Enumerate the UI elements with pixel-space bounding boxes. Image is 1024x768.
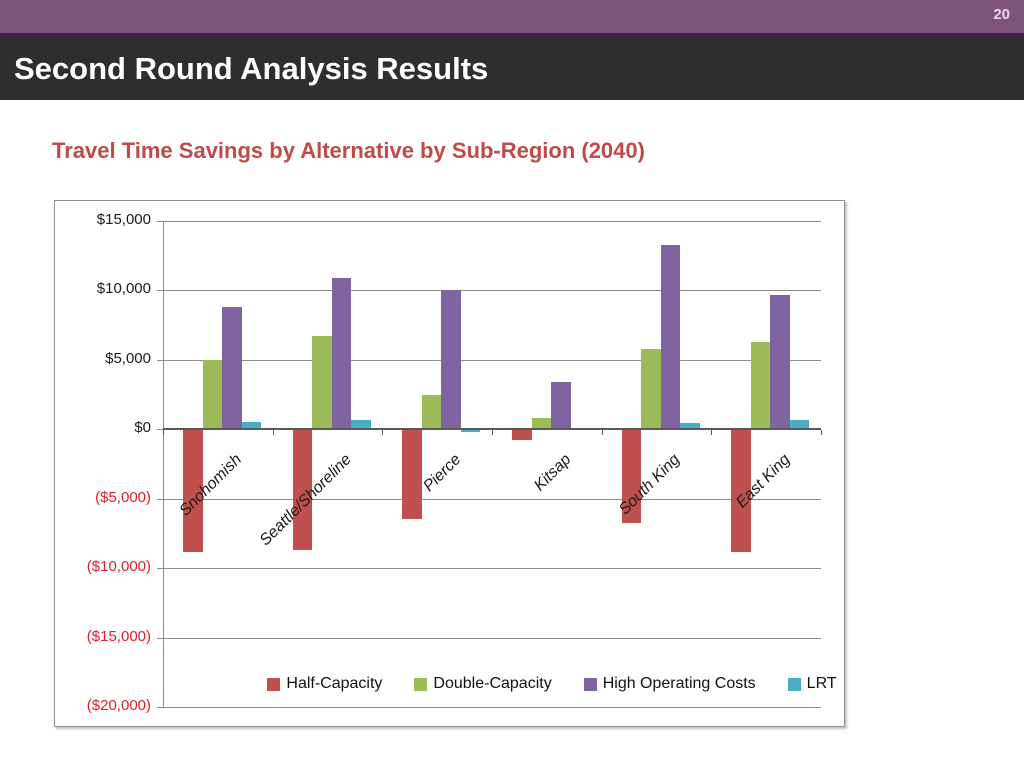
legend-label-half-capacity: Half-Capacity [286, 675, 383, 692]
legend-marker-high-operating-costs [583, 677, 597, 691]
zero-axis-line [163, 428, 821, 431]
category-axis-tick [821, 430, 822, 436]
y-axis-label-0: $0 [134, 419, 151, 437]
slide-title: Second Round Analysis Results [14, 50, 489, 86]
bar-double-capacity-seattle-shoreline [312, 336, 332, 430]
page-number: 20 [993, 6, 1010, 23]
legend-item-high-operating-costs: High Operating Costs [583, 675, 756, 693]
bar-lrt-snohomish [241, 422, 261, 430]
legend-label-high-operating-costs: High Operating Costs [602, 675, 756, 692]
bar-half-capacity-east-king [731, 430, 751, 553]
bar-high-operating-costs-kitsap [551, 382, 571, 430]
bar-half-capacity-south-king [621, 430, 642, 524]
bar-high-operating-costs-east-king [770, 294, 790, 430]
y-axis-label--10000: ($10,000) [86, 558, 151, 576]
bar-high-operating-costs-south-king [660, 244, 681, 430]
value-axis-line [163, 221, 164, 707]
category-axis-tick [272, 430, 274, 436]
category-axis-tick [711, 430, 713, 436]
y-axis-tick-0 [157, 429, 163, 431]
bar-half-capacity-kitsap [512, 430, 532, 440]
bar-half-capacity-pierce [402, 430, 422, 520]
top-accent-divider [0, 33, 1024, 37]
gridline-10000 [163, 290, 821, 292]
gridline-15000 [163, 221, 821, 222]
title-band: Second Round Analysis Results [0, 37, 1024, 100]
gridline--10000 [163, 568, 821, 570]
legend-item-half-capacity: Half-Capacity [267, 675, 382, 693]
legend-marker-double-capacity [414, 677, 428, 691]
category-label-pierce: Pierce [420, 451, 465, 496]
legend-marker-lrt [787, 677, 801, 691]
bar-double-capacity-east-king [750, 341, 771, 430]
y-axis-label-15000: $15,000 [96, 211, 151, 228]
y-axis-tick-10000 [157, 290, 163, 292]
bar-lrt-east-king [789, 420, 810, 430]
legend-item-double-capacity: Double-Capacity [414, 675, 552, 693]
bar-lrt-seattle-shoreline [351, 420, 371, 430]
y-axis-label--5000: ($5,000) [95, 488, 151, 506]
gridline--5000 [163, 498, 821, 500]
top-accent-bar: 20 [0, 0, 1024, 33]
legend-label-double-capacity: Double-Capacity [433, 675, 552, 692]
y-axis-label-5000: $5,000 [105, 349, 151, 367]
legend-marker-half-capacity [267, 677, 281, 691]
bar-half-capacity-seattle-shoreline [292, 430, 313, 550]
y-axis-tick-15000 [157, 221, 163, 222]
bar-double-capacity-pierce [421, 394, 442, 430]
bar-lrt-pierce [460, 430, 481, 432]
gridline--20000 [163, 707, 821, 708]
y-axis-label--15000: ($15,000) [86, 627, 151, 645]
category-axis-tick [601, 430, 603, 436]
legend-label-lrt: LRT [806, 675, 837, 692]
bar-lrt-south-king [680, 423, 700, 430]
y-axis-tick-5000 [157, 359, 163, 361]
category-axis-tick [382, 430, 384, 436]
category-axis-tick [492, 430, 493, 436]
gridline-5000 [163, 359, 821, 361]
legend-item-lrt: LRT [787, 675, 837, 693]
bar-double-capacity-kitsap [531, 418, 551, 430]
bar-half-capacity-snohomish [183, 430, 203, 553]
y-axis-label-10000: $10,000 [96, 280, 151, 298]
y-axis-tick--15000 [157, 637, 163, 639]
chart-subtitle: Travel Time Savings by Alternative by Su… [52, 138, 645, 163]
bar-high-operating-costs-pierce [441, 290, 461, 430]
y-axis-label--20000: ($20,000) [86, 697, 151, 714]
bar-high-operating-costs-snohomish [222, 307, 242, 430]
y-axis-tick--20000 [157, 707, 163, 708]
category-axis-tick [163, 430, 164, 436]
bar-high-operating-costs-seattle-shoreline [331, 277, 352, 430]
category-label-kitsap: Kitsap [530, 451, 575, 495]
y-axis-tick--5000 [157, 498, 163, 500]
y-axis-tick--10000 [157, 568, 163, 570]
chart-legend: Half-Capacity Double-Capacity High Operati… [163, 669, 881, 699]
bar-double-capacity-south-king [641, 348, 661, 430]
bar-double-capacity-snohomish [202, 359, 222, 430]
chart-area: $15,000 $10,000 $5,000 $0 ($5,000) ($10,000) (… [54, 200, 845, 727]
gridline--15000 [163, 637, 821, 639]
